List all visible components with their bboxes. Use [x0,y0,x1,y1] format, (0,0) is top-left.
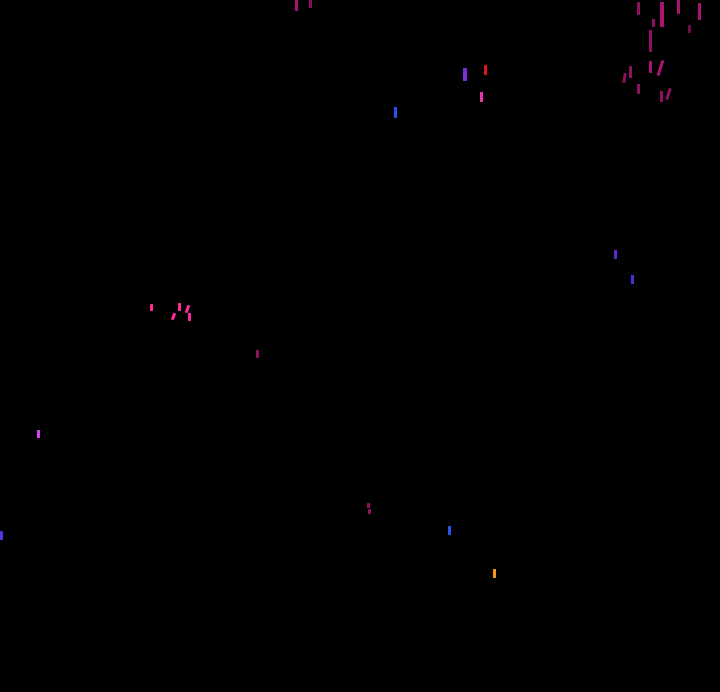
glyph-fragment-11 [649,61,652,73]
glyph-fragment-16 [463,68,467,81]
glyph-fragment-0 [295,0,298,11]
glyph-fragment-32 [448,526,451,535]
glyph-fragment-23 [178,303,181,311]
glyph-fragment-2 [637,2,640,15]
glyph-fragment-24 [184,304,191,314]
glyph-fragment-10 [622,72,627,84]
glyph-fragment-33 [493,569,496,578]
glyph-fragment-4 [652,19,655,27]
glyph-fragment-25 [170,312,177,321]
glyph-fragment-31 [368,509,371,514]
glyph-fragment-12 [656,59,665,77]
glyph-fragment-26 [188,313,191,321]
glyph-fragment-27 [256,350,259,358]
glyph-fragment-28 [37,430,40,438]
glyph-fragment-14 [660,91,663,102]
glyph-fragment-1 [309,0,312,8]
glyph-fragment-17 [484,65,487,75]
glyph-fragment-18 [480,92,483,102]
glyph-fragment-6 [698,3,701,20]
glyph-fragment-7 [688,25,691,33]
glyph-fragment-13 [637,84,640,94]
glyph-fragment-3 [660,2,664,27]
glyph-fragment-22 [150,304,153,311]
glyph-fragment-20 [614,250,617,259]
glyph-fragment-29 [0,531,3,540]
glyph-fragment-15 [665,87,672,101]
glyph-fragment-5 [677,0,680,14]
glyph-fragment-21 [631,275,634,284]
glyph-fragment-19 [394,107,397,118]
glyph-fragment-30 [367,503,370,508]
glyph-fragment-9 [629,66,632,78]
glyph-fragment-8 [649,30,652,52]
